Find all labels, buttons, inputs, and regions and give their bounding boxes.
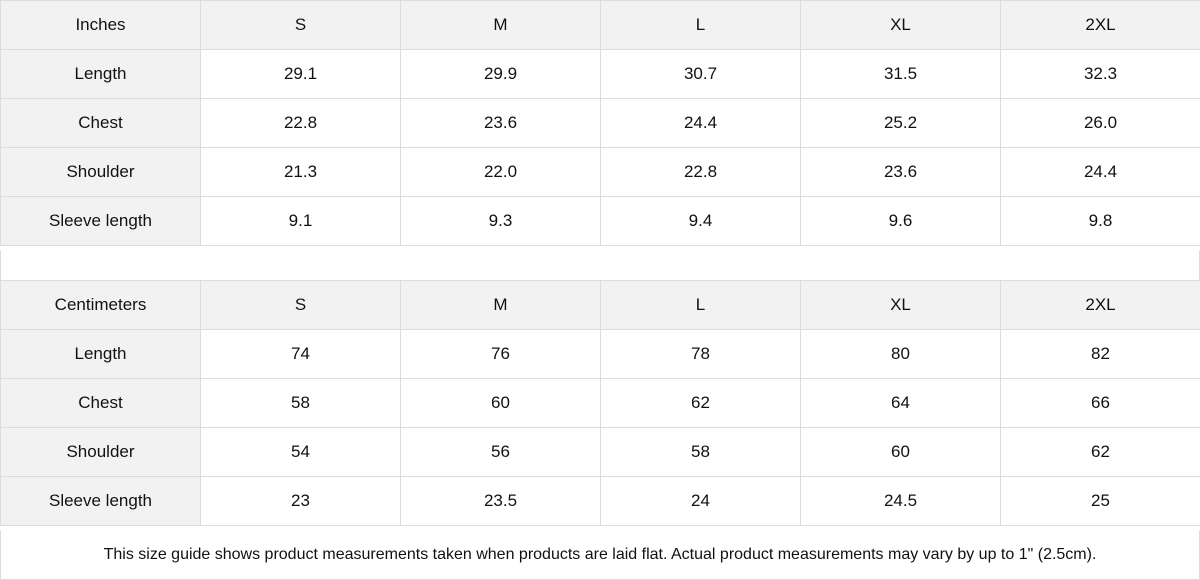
size-header: L: [600, 280, 801, 330]
measurement-value: 24.4: [600, 98, 801, 148]
measurement-label: Sleeve length: [0, 196, 201, 246]
measurement-value: 32.3: [1000, 49, 1200, 99]
measurement-value: 30.7: [600, 49, 801, 99]
measurement-value: 54: [200, 427, 401, 477]
table-row: Shoulder 21.3 22.0 22.8 23.6 24.4: [0, 147, 1200, 197]
measurement-value: 9.8: [1000, 196, 1200, 246]
measurement-value: 62: [1000, 427, 1200, 477]
table-header-row: Inches S M L XL 2XL: [0, 0, 1200, 50]
measurement-value: 23.6: [400, 98, 601, 148]
measurement-value: 29.9: [400, 49, 601, 99]
measurement-label: Shoulder: [0, 147, 201, 197]
table-row: Chest 58 60 62 64 66: [0, 378, 1200, 428]
measurement-value: 24.5: [800, 476, 1001, 526]
measurement-label: Shoulder: [0, 427, 201, 477]
measurement-value: 60: [400, 378, 601, 428]
size-header: L: [600, 0, 801, 50]
measurement-value: 9.4: [600, 196, 801, 246]
measurement-value: 31.5: [800, 49, 1001, 99]
unit-label: Inches: [0, 0, 201, 50]
size-header: M: [400, 0, 601, 50]
measurement-value: 66: [1000, 378, 1200, 428]
measurement-value: 78: [600, 329, 801, 379]
measurement-value: 80: [800, 329, 1001, 379]
measurement-value: 64: [800, 378, 1001, 428]
table-row: Sleeve length 9.1 9.3 9.4 9.6 9.8: [0, 196, 1200, 246]
size-header: S: [200, 280, 401, 330]
size-header: 2XL: [1000, 0, 1200, 50]
measurement-value: 23.5: [400, 476, 601, 526]
measurement-value: 26.0: [1000, 98, 1200, 148]
measurement-value: 21.3: [200, 147, 401, 197]
size-header: M: [400, 280, 601, 330]
size-header: XL: [800, 280, 1001, 330]
measurement-value: 76: [400, 329, 601, 379]
measurement-value: 23.6: [800, 147, 1001, 197]
measurement-value: 56: [400, 427, 601, 477]
table-spacer: [0, 250, 1200, 280]
measurement-value: 9.6: [800, 196, 1001, 246]
measurement-label: Length: [0, 49, 201, 99]
measurement-label: Sleeve length: [0, 476, 201, 526]
measurement-value: 24.4: [1000, 147, 1200, 197]
size-table-centimeters: Centimeters S M L XL 2XL Length 74 76 78 80 82 Chest…: [0, 280, 1200, 526]
table-row: Sleeve length 23 23.5 24 24.5 25: [0, 476, 1200, 526]
size-header: S: [200, 0, 401, 50]
measurement-value: 29.1: [200, 49, 401, 99]
measurement-value: 60: [800, 427, 1001, 477]
measurement-value: 62: [600, 378, 801, 428]
measurement-value: 82: [1000, 329, 1200, 379]
measurement-label: Length: [0, 329, 201, 379]
measurement-value: 9.1: [200, 196, 401, 246]
measurement-label: Chest: [0, 378, 201, 428]
measurement-value: 58: [200, 378, 401, 428]
measurement-value: 22.8: [600, 147, 801, 197]
table-row: Length 29.1 29.9 30.7 31.5 32.3: [0, 49, 1200, 99]
table-row: Chest 22.8 23.6 24.4 25.2 26.0: [0, 98, 1200, 148]
table-header-row: Centimeters S M L XL 2XL: [0, 280, 1200, 330]
measurement-label: Chest: [0, 98, 201, 148]
measurement-value: 25.2: [800, 98, 1001, 148]
measurement-value: 9.3: [400, 196, 601, 246]
measurement-value: 25: [1000, 476, 1200, 526]
unit-label: Centimeters: [0, 280, 201, 330]
measurement-value: 24: [600, 476, 801, 526]
measurement-value: 23: [200, 476, 401, 526]
size-table-inches: Inches S M L XL 2XL Length 29.1 29.9 30.7 31.5 32.3…: [0, 0, 1200, 246]
measurement-value: 22.0: [400, 147, 601, 197]
measurement-value: 58: [600, 427, 801, 477]
size-guide-note: This size guide shows product measuremen…: [0, 530, 1200, 580]
measurement-value: 74: [200, 329, 401, 379]
measurement-value: 22.8: [200, 98, 401, 148]
size-header: XL: [800, 0, 1001, 50]
size-header: 2XL: [1000, 280, 1200, 330]
table-row: Length 74 76 78 80 82: [0, 329, 1200, 379]
table-row: Shoulder 54 56 58 60 62: [0, 427, 1200, 477]
